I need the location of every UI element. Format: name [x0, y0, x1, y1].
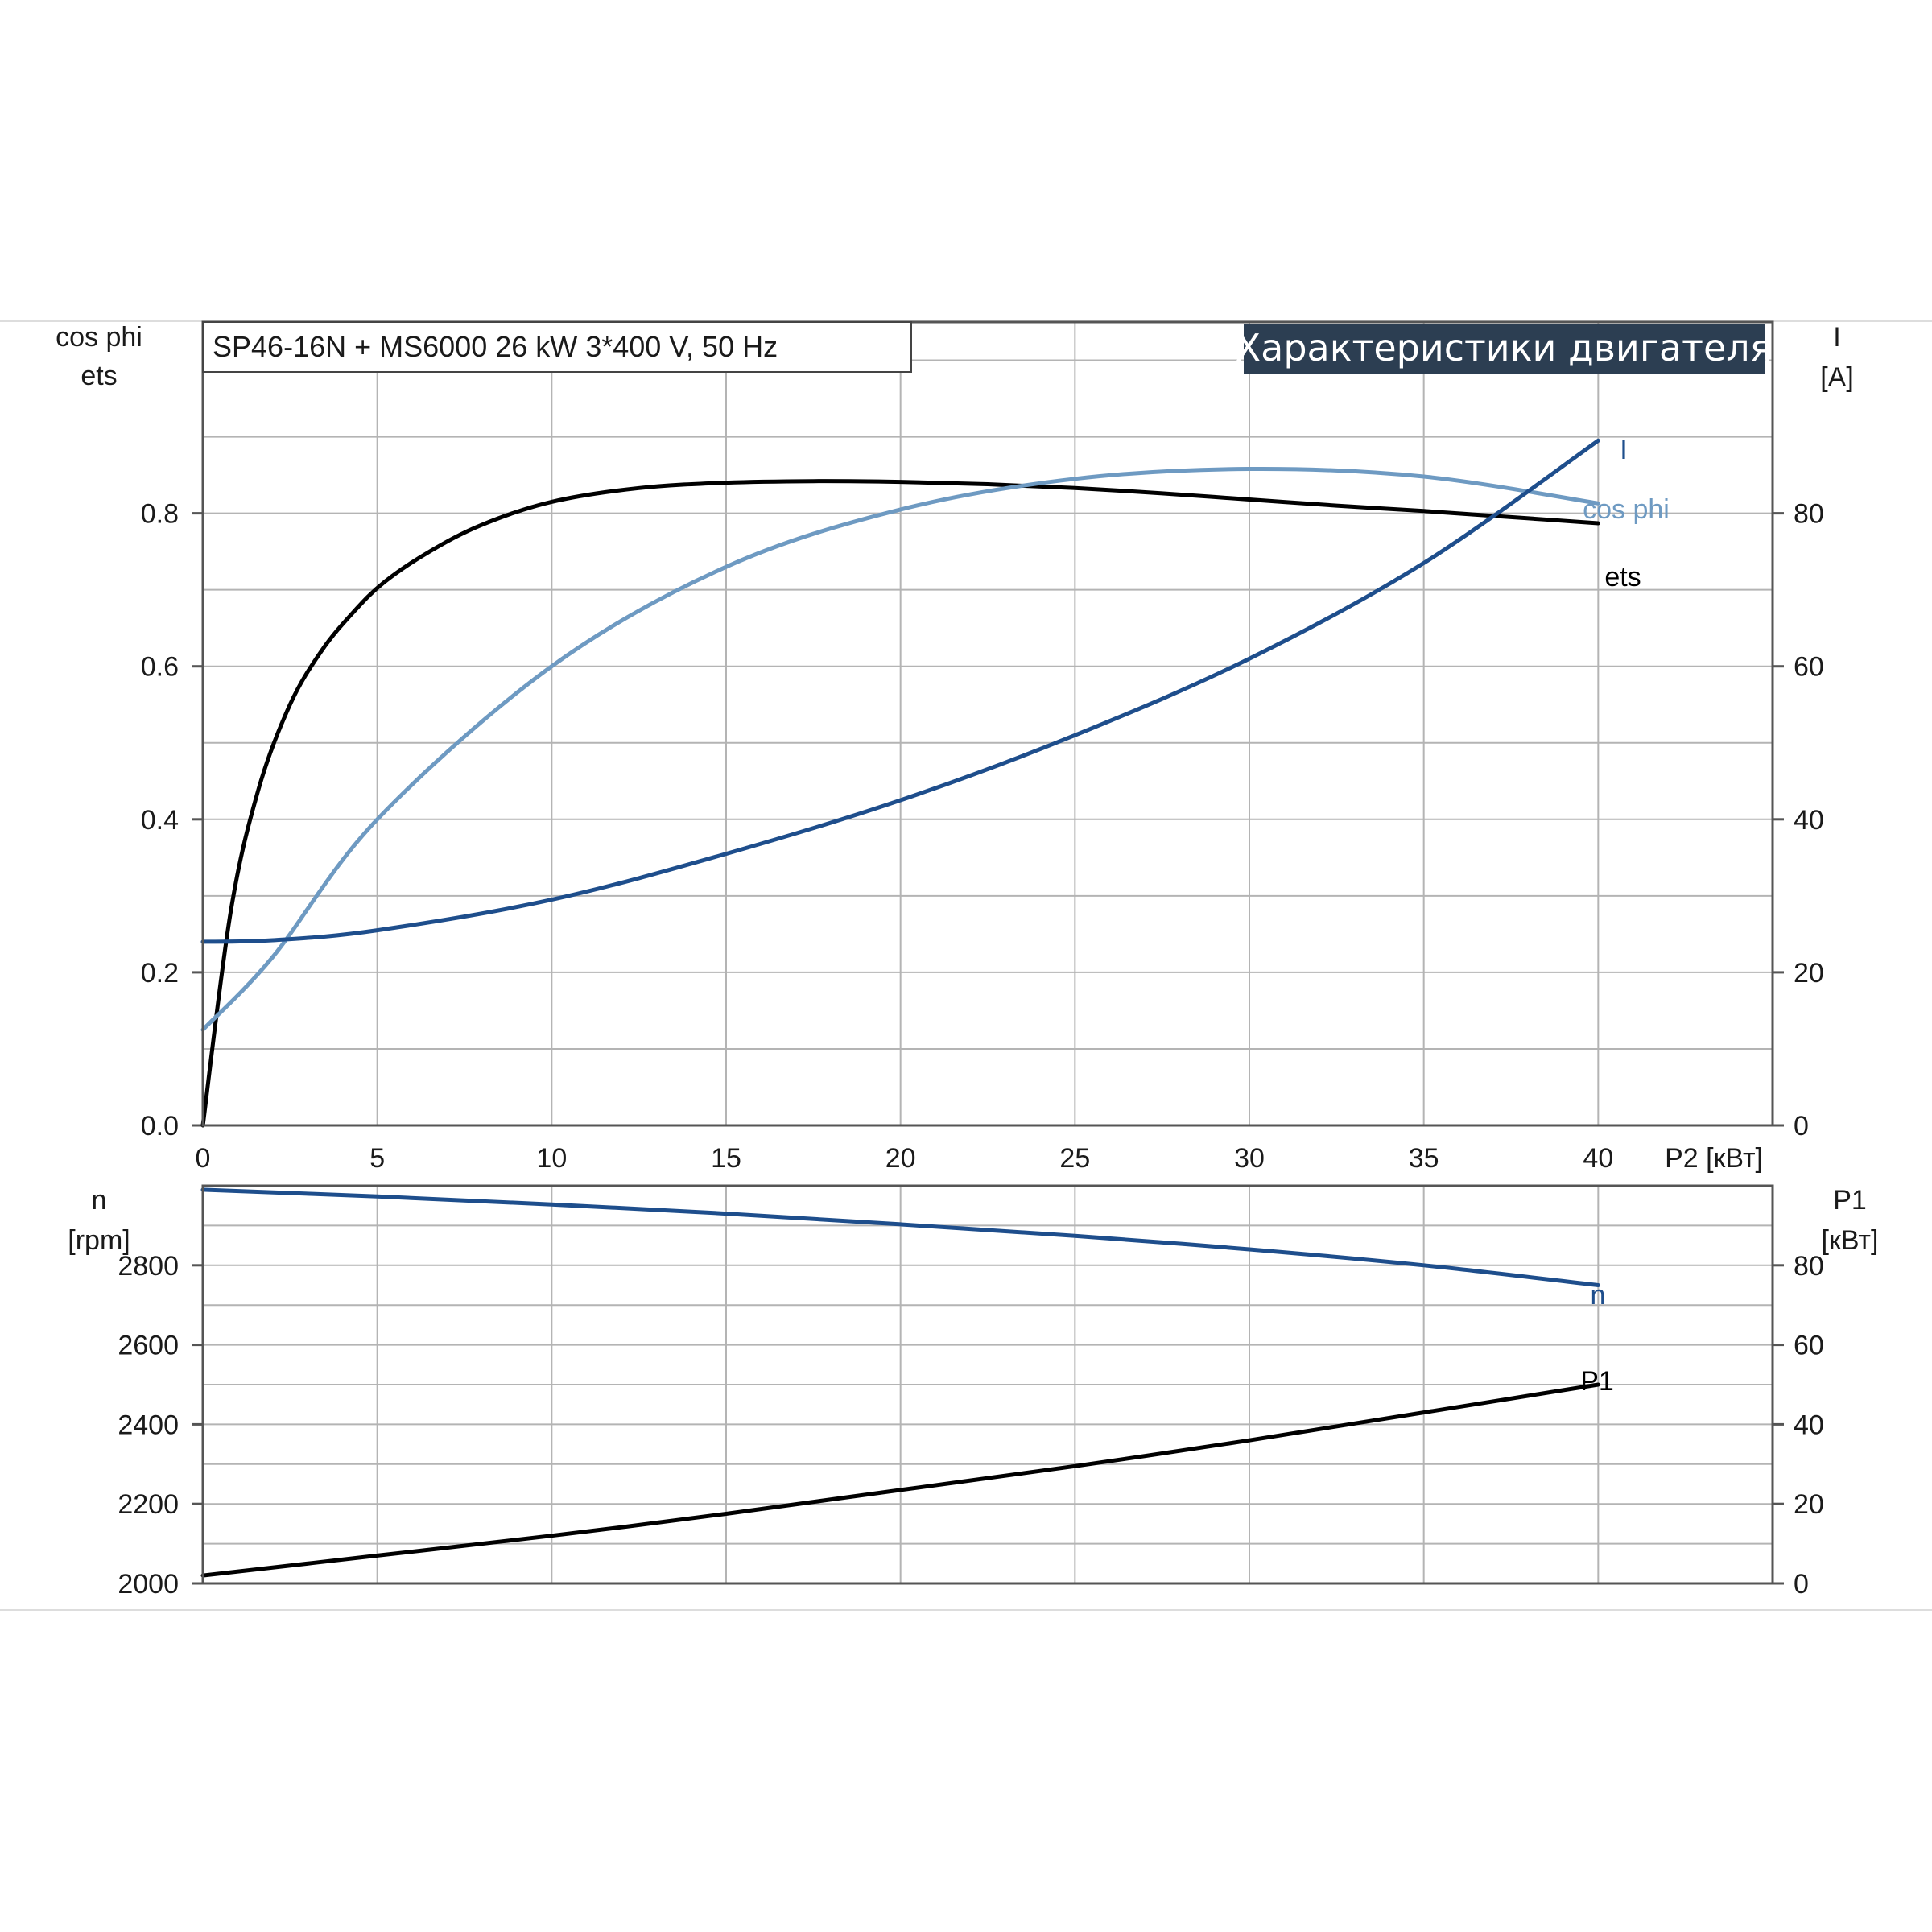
upper-left-axis-label-2: ets: [80, 361, 117, 391]
series-label-ets: ets: [1604, 562, 1641, 592]
series-line-cos-phi: [200, 466, 1600, 1032]
lower-left-axis-label-2: [rpm]: [68, 1225, 130, 1256]
x-tick-label: 15: [711, 1143, 741, 1174]
x-tick-label: 40: [1583, 1143, 1613, 1174]
lower-plot-frame: [201, 1184, 1774, 1585]
upper-right-axis-label-1: I: [1833, 322, 1840, 353]
subtitle-box: SP46-16N + MS6000 26 kW 3*400 V, 50 Hz: [202, 321, 912, 373]
series-label-cos-phi: cos phi: [1583, 494, 1670, 525]
upper-left-tick-label: 0.2: [141, 958, 179, 989]
series-line-ets: [200, 479, 1600, 1128]
upper-right-tick-label: 60: [1794, 652, 1824, 683]
lower-right-tick-label: 80: [1794, 1251, 1824, 1282]
lower-left-tick-label: 2000: [118, 1569, 179, 1600]
lower-left-axis-label-1: n: [92, 1185, 107, 1216]
upper-left-tick-label: 0.8: [141, 499, 179, 530]
series-label-I: I: [1620, 435, 1627, 465]
series-label-n: n: [1591, 1280, 1606, 1311]
upper-left-tick-label: 0.4: [141, 805, 179, 836]
lower-right-tick-label: 0: [1794, 1569, 1809, 1600]
subtitle-box-frame: [202, 321, 912, 373]
series-line-n: [200, 1187, 1600, 1287]
chart-subtitle: SP46-16N + MS6000 26 kW 3*400 V, 50 Hz: [213, 330, 778, 363]
upper-grid: [203, 322, 1773, 1125]
series-line-I: [200, 438, 1600, 944]
lower-left-tick-label: 2400: [118, 1410, 179, 1440]
x-tick-label: 35: [1409, 1143, 1439, 1174]
lower-left-tick-label: 2800: [118, 1251, 179, 1282]
x-tick-label: 25: [1059, 1143, 1090, 1174]
upper-left-axis-label-1: cos phi: [56, 322, 142, 353]
series-label-P1: P1: [1580, 1366, 1614, 1397]
lower-series: [200, 1187, 1600, 1578]
upper-tick-labels: 0.0 0.2 0.4 0.6 0.8 0 20 40 60 80 0 5 10 15 20 25 30 35 40: [141, 499, 1824, 1174]
series-line-P1: [200, 1382, 1600, 1578]
lower-left-tick-label: 2600: [118, 1331, 179, 1361]
x-tick-label: 30: [1234, 1143, 1265, 1174]
lower-grid: [203, 1186, 1773, 1583]
upper-left-tick-label: 0.0: [141, 1111, 179, 1141]
upper-series: [200, 438, 1600, 1128]
x-tick-label: 0: [196, 1143, 211, 1174]
upper-right-tick-label: 40: [1794, 805, 1824, 836]
upper-right-tick-label: 0: [1794, 1111, 1809, 1141]
upper-left-tick-label: 0.6: [141, 652, 179, 683]
upper-plot-frame: [201, 320, 1774, 1127]
title-banner: Характеристики двигателя: [1236, 324, 1773, 374]
title-banner-bg: [1244, 324, 1765, 374]
upper-right-tick-label: 80: [1794, 499, 1824, 530]
lower-right-axis-label-2: [кВт]: [1822, 1225, 1879, 1256]
lower-right-tick-label: 60: [1794, 1331, 1824, 1361]
x-axis-label: P2 [кВт]: [1665, 1143, 1763, 1174]
upper-right-tick-label: 20: [1794, 958, 1824, 989]
x-tick-label: 20: [886, 1143, 916, 1174]
x-tick-label: 10: [536, 1143, 567, 1174]
chart-title: Характеристики двигателя: [1236, 326, 1773, 369]
lower-left-tick-label: 2200: [118, 1489, 179, 1520]
lower-right-tick-label: 20: [1794, 1489, 1824, 1520]
lower-right-tick-label: 40: [1794, 1410, 1824, 1440]
x-tick-label: 5: [369, 1143, 385, 1174]
lower-tick-labels: 2000 2200 2400 2600 2800 0 20 40 60 80: [118, 1251, 1823, 1600]
lower-right-axis-label-1: P1: [1833, 1185, 1867, 1216]
upper-right-axis-label-2: [A]: [1820, 362, 1854, 393]
